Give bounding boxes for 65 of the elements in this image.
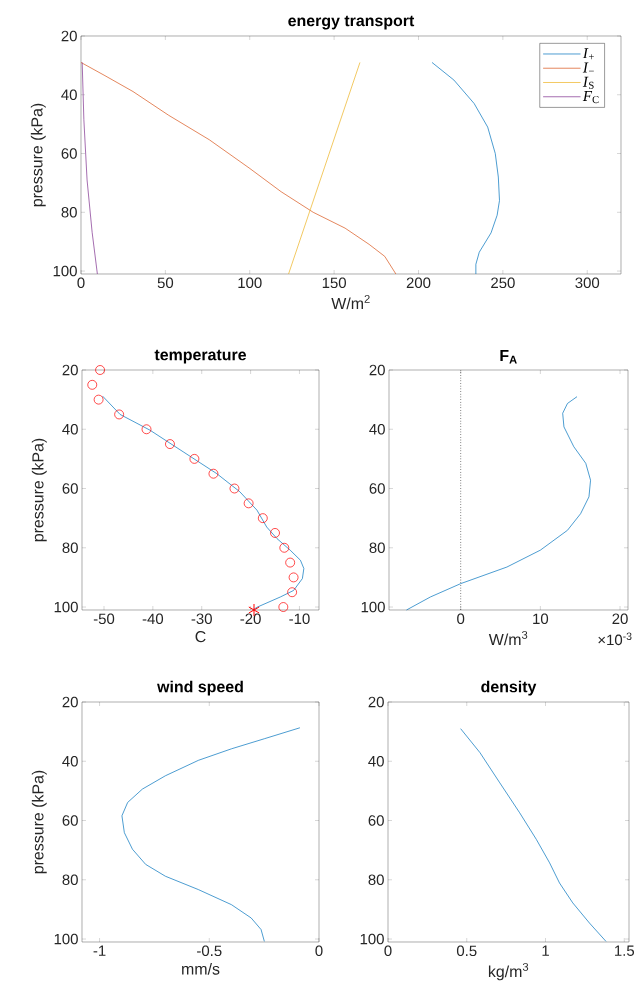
- x-tick-label: -1: [93, 945, 106, 956]
- chart-title: density: [481, 680, 537, 696]
- chart-title: F$_{A}$: [500, 349, 517, 364]
- x-tick-label: 20: [612, 613, 628, 625]
- x-tick-label: 0: [384, 945, 392, 957]
- x-tick-label: -20: [240, 613, 261, 625]
- y-tick-label: 20: [62, 696, 78, 708]
- x-tick-label: 0: [457, 613, 465, 625]
- x-tick-label: 0: [315, 945, 323, 957]
- text: ×10$^{-3}$: [598, 632, 632, 646]
- y-tick-label: 20: [61, 30, 77, 42]
- x-tick-label: 1.5: [615, 945, 635, 956]
- x-tick-label: 1: [542, 945, 549, 956]
- y-tick-label: 40: [62, 423, 78, 435]
- x-axis-title: W/m$^{3}$: [488, 630, 528, 646]
- y-tick-label: 100: [360, 933, 384, 945]
- x-tick-label: 50: [157, 277, 174, 289]
- x-tick-label: 150: [322, 277, 346, 289]
- y-tick-label: 60: [61, 148, 77, 159]
- x-axis-title: W/m$^{2}$: [331, 294, 370, 310]
- x-axis-title: mm/s: [182, 962, 220, 975]
- y-tick-label: 100: [361, 601, 385, 613]
- x-tick-label: 300: [575, 277, 600, 289]
- y-tick-label: 20: [368, 696, 384, 708]
- y-tick-label: 80: [62, 542, 78, 554]
- y-tick-label: 60: [368, 815, 384, 826]
- y-tick-label: 20: [369, 364, 385, 376]
- x-axis-title: C: [195, 630, 206, 643]
- x-axis-title: kg/m$^{3}$: [488, 962, 529, 981]
- legend-label: F$_{C}$: [582, 91, 599, 104]
- chart-title: temperature: [154, 349, 246, 364]
- y-tick-label: 40: [61, 89, 77, 101]
- y-axis-title: pressure (kPa): [31, 770, 47, 874]
- chart-title: energy transport: [288, 15, 415, 30]
- y-tick-label: 100: [54, 601, 78, 613]
- y-tick-label: 80: [368, 874, 384, 886]
- x-tick-label: 0.5: [456, 945, 477, 957]
- legend-label: I$_{+}$: [582, 48, 594, 60]
- y-tick-label: 60: [62, 483, 78, 494]
- y-tick-label: 40: [368, 755, 384, 767]
- y-tick-label: 40: [62, 755, 78, 767]
- x-tick-label: 100: [238, 277, 262, 289]
- y-tick-label: 40: [369, 423, 385, 435]
- x-tick-label: 250: [491, 277, 515, 289]
- chart-title: wind speed: [157, 680, 243, 696]
- y-axis-title: pressure (kPa): [31, 438, 47, 542]
- x-tick-label: 10: [533, 613, 549, 625]
- y-tick-label: 80: [62, 874, 78, 886]
- x-tick-label: -0.5: [197, 945, 222, 957]
- y-tick-label: 100: [53, 265, 77, 277]
- y-axis-title: pressure (kPa): [30, 103, 46, 207]
- y-tick-label: 60: [62, 815, 78, 826]
- x-tick-label: 0: [77, 277, 85, 289]
- x-tick-label: -40: [142, 613, 164, 625]
- x-tick-label: -30: [191, 613, 212, 625]
- legend-label: I$_{S}$: [582, 76, 594, 89]
- y-tick-label: 60: [369, 483, 385, 494]
- x-tick-label: 200: [406, 277, 431, 289]
- x-tick-label: -50: [93, 613, 115, 625]
- y-tick-label: 80: [369, 542, 385, 554]
- x-tick-label: -10: [289, 613, 310, 625]
- y-tick-label: 80: [61, 207, 77, 218]
- legend-label: I$_{−}$: [582, 62, 594, 73]
- y-tick-label: 20: [62, 364, 78, 376]
- y-tick-label: 100: [54, 933, 78, 945]
